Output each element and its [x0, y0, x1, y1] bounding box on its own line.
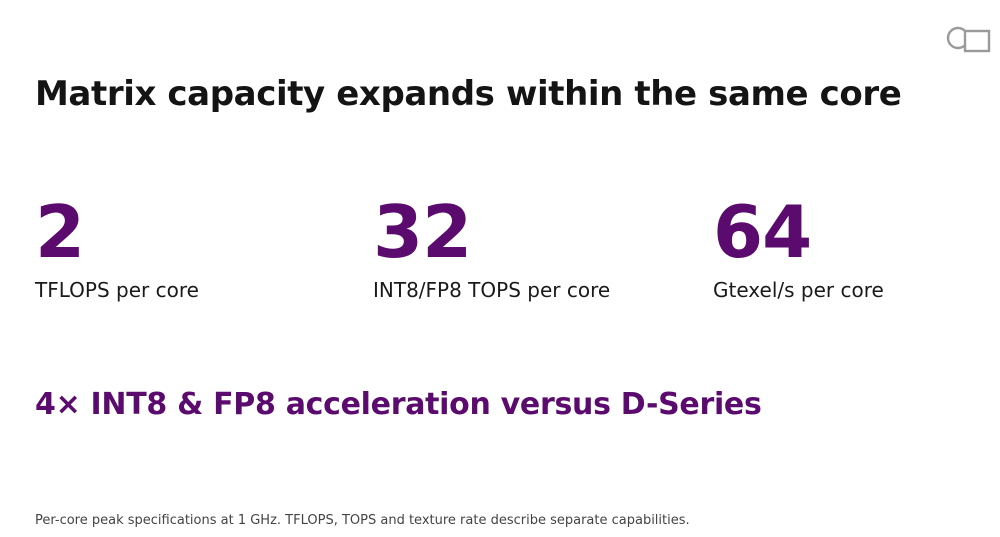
- stat-value: 64: [713, 190, 812, 274]
- highlight-statement: 4× INT8 & FP8 acceleration versus D-Seri…: [35, 387, 762, 422]
- stat-tflops: 2 TFLOPS per core: [35, 188, 199, 302]
- stat-value: 2: [35, 190, 85, 274]
- stat-tops: 32 INT8/FP8 TOPS per core: [373, 188, 610, 302]
- brand-logo-icon: [946, 25, 992, 53]
- stat-label: INT8/FP8 TOPS per core: [373, 278, 611, 302]
- slide-title: Matrix capacity expands within the same …: [35, 74, 902, 114]
- stat-label: Gtexel/s per core: [713, 278, 884, 302]
- stat-gtexel: 64 Gtexel/s per core: [713, 188, 884, 302]
- stat-value: 32: [373, 190, 472, 274]
- footnote: Per-core peak specifications at 1 GHz. T…: [35, 513, 690, 528]
- stat-label: TFLOPS per core: [35, 278, 199, 302]
